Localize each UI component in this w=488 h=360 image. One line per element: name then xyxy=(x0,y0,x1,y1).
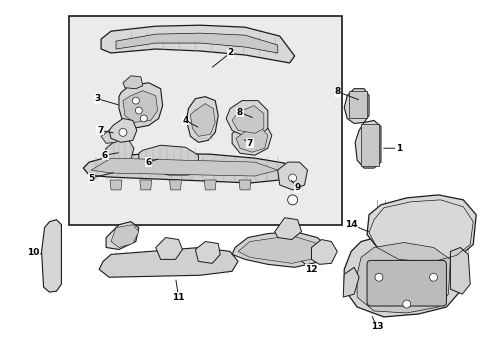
Polygon shape xyxy=(343,267,358,297)
Text: 1: 1 xyxy=(395,144,401,153)
Text: 2: 2 xyxy=(226,49,233,58)
Circle shape xyxy=(428,273,437,281)
Polygon shape xyxy=(83,153,289,183)
Text: 3: 3 xyxy=(94,94,100,103)
Text: 4: 4 xyxy=(182,116,188,125)
Polygon shape xyxy=(140,180,151,190)
Polygon shape xyxy=(106,222,139,249)
Text: 8: 8 xyxy=(236,108,243,117)
Text: 5: 5 xyxy=(88,174,94,183)
Polygon shape xyxy=(169,180,181,190)
Polygon shape xyxy=(122,91,157,122)
Polygon shape xyxy=(101,125,121,143)
Text: 8: 8 xyxy=(333,87,340,96)
Text: 10: 10 xyxy=(27,248,40,257)
Polygon shape xyxy=(366,195,475,264)
Circle shape xyxy=(132,97,139,104)
Circle shape xyxy=(374,273,382,281)
Polygon shape xyxy=(449,247,469,294)
Text: 12: 12 xyxy=(305,265,317,274)
Polygon shape xyxy=(91,158,277,176)
Polygon shape xyxy=(225,100,267,136)
Polygon shape xyxy=(236,126,267,152)
Circle shape xyxy=(119,129,127,136)
Circle shape xyxy=(402,300,410,308)
Text: 6: 6 xyxy=(102,151,108,160)
Polygon shape xyxy=(344,233,459,317)
Polygon shape xyxy=(239,180,250,190)
Bar xyxy=(348,91,366,118)
Polygon shape xyxy=(232,121,271,155)
Polygon shape xyxy=(111,225,139,247)
Polygon shape xyxy=(356,243,449,313)
Circle shape xyxy=(135,107,142,114)
Polygon shape xyxy=(139,145,198,175)
Polygon shape xyxy=(277,162,307,190)
Polygon shape xyxy=(186,96,218,142)
Polygon shape xyxy=(344,89,368,123)
Text: 9: 9 xyxy=(294,184,300,193)
Polygon shape xyxy=(204,180,216,190)
Circle shape xyxy=(140,115,147,122)
Text: 13: 13 xyxy=(370,322,383,331)
Polygon shape xyxy=(109,118,137,142)
Circle shape xyxy=(288,174,296,182)
Polygon shape xyxy=(190,104,215,136)
Polygon shape xyxy=(99,247,238,277)
Polygon shape xyxy=(274,218,301,239)
Polygon shape xyxy=(232,231,326,267)
Text: 7: 7 xyxy=(97,126,103,135)
Text: 6: 6 xyxy=(145,158,152,167)
Polygon shape xyxy=(122,76,142,89)
Polygon shape xyxy=(155,238,182,260)
Polygon shape xyxy=(101,25,294,63)
Polygon shape xyxy=(311,239,337,264)
Text: 14: 14 xyxy=(344,220,357,229)
Polygon shape xyxy=(232,105,264,133)
Polygon shape xyxy=(110,180,122,190)
Polygon shape xyxy=(354,121,380,168)
Polygon shape xyxy=(238,235,319,264)
Text: 11: 11 xyxy=(172,293,184,302)
Polygon shape xyxy=(104,140,134,165)
Polygon shape xyxy=(41,220,61,292)
Bar xyxy=(360,125,378,166)
Polygon shape xyxy=(116,33,277,53)
Polygon shape xyxy=(119,83,163,129)
Polygon shape xyxy=(195,242,220,264)
Bar xyxy=(69,16,342,225)
Circle shape xyxy=(287,195,297,205)
Text: 7: 7 xyxy=(246,139,253,148)
FancyBboxPatch shape xyxy=(366,260,446,306)
